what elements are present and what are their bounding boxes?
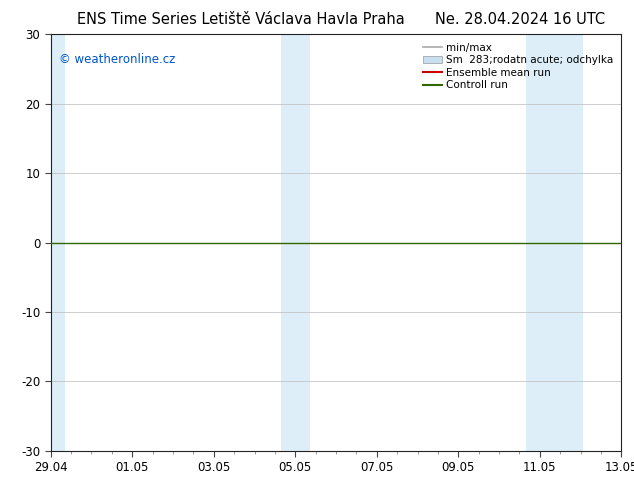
Text: © weatheronline.cz: © weatheronline.cz: [59, 53, 176, 66]
Bar: [49, 34, 65, 451]
Text: Ne. 28.04.2024 16 UTC: Ne. 28.04.2024 16 UTC: [435, 12, 605, 27]
Legend: min/max, Sm  283;rodatn acute; odchylka, Ensemble mean run, Controll run: min/max, Sm 283;rodatn acute; odchylka, …: [420, 40, 616, 94]
Bar: [526, 34, 583, 451]
Bar: [281, 34, 309, 451]
Text: ENS Time Series Letiště Václava Havla Praha: ENS Time Series Letiště Václava Havla Pr…: [77, 12, 404, 27]
